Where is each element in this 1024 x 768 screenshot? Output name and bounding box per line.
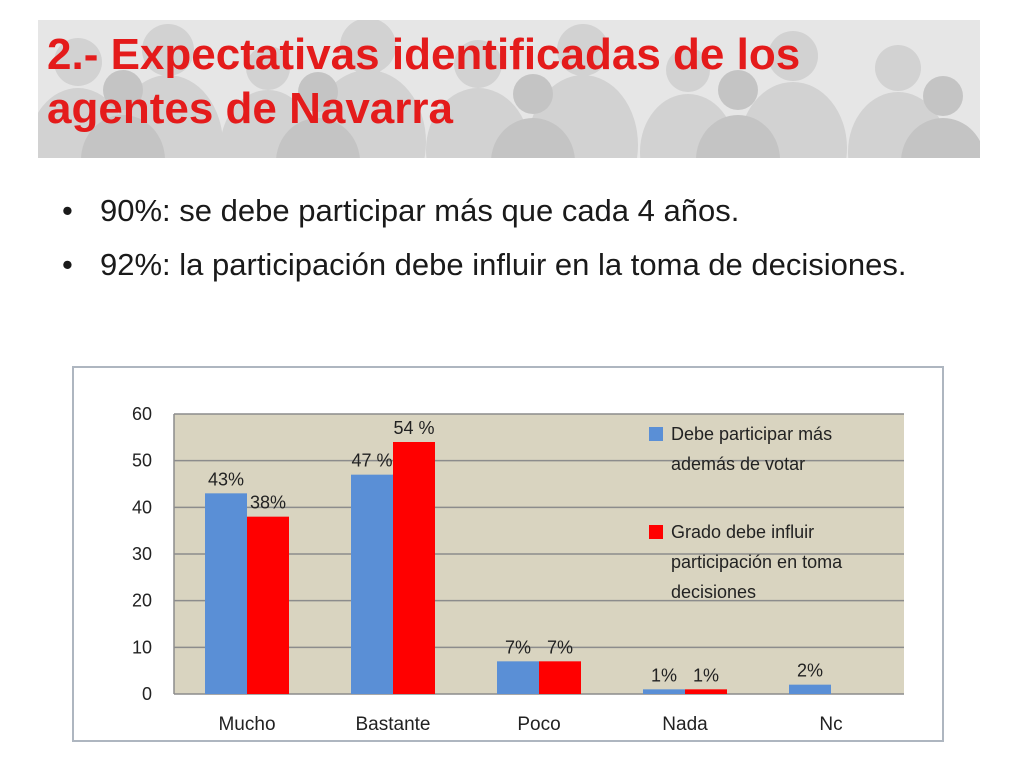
crowd-silhouette-icon (38, 20, 980, 158)
y-tick-label: 10 (132, 637, 152, 657)
data-label: 1% (693, 665, 719, 685)
bar (685, 689, 727, 694)
chart-canvas: 0 10 20 30 40 50 60 43% 38% Mucho 47 %54 % Bastante… (132, 404, 904, 735)
bullet-item: • 90%: se debe participar más que cada 4… (60, 188, 960, 234)
data-label: 38% (250, 493, 286, 513)
y-tick-label: 50 (132, 451, 152, 471)
data-label: 1% (651, 665, 677, 685)
legend-label: además de votar (671, 454, 805, 474)
legend-label: decisiones (671, 582, 756, 602)
x-tick-label: Nada (662, 714, 708, 735)
x-tick-label: Mucho (218, 714, 275, 735)
data-label: 43% (208, 469, 244, 489)
page-title: 2.- Expectativas identificadas de los ag… (47, 30, 801, 133)
legend-label: Grado debe influir (671, 522, 814, 542)
x-tick-label: Bastante (356, 714, 431, 735)
legend-label: participación en toma (671, 552, 843, 572)
bar (789, 684, 831, 694)
x-tick-label: Poco (517, 714, 560, 735)
bullet-icon: • (62, 247, 73, 282)
title-banner (38, 20, 980, 158)
y-tick-label: 60 (132, 404, 152, 424)
data-label: 47 % (351, 451, 392, 471)
data-label: 54 % (393, 418, 434, 438)
y-tick-label: 40 (132, 497, 152, 517)
bullet-text: 90%: se debe participar más que cada 4 a… (100, 193, 740, 228)
y-tick-label: 20 (132, 591, 152, 611)
bar (497, 661, 539, 694)
y-tick-label: 30 (132, 544, 152, 564)
bullet-list: • 90%: se debe participar más que cada 4… (60, 188, 960, 298)
bar (643, 689, 685, 694)
x-tick-label: Nc (819, 714, 842, 735)
bullet-item: • 92%: la participación debe influir en … (60, 242, 960, 288)
legend-swatch (649, 525, 663, 539)
data-label: 7% (505, 637, 531, 657)
bar-chart: 0 10 20 30 40 50 60 43% 38% Mucho 47 % 54 % Bastante… (72, 366, 944, 742)
data-label: 2% (797, 661, 823, 681)
bullet-text: 92%: la participación debe influir en la… (100, 247, 907, 282)
bar (351, 474, 393, 694)
legend-label: Debe participar más (671, 424, 832, 444)
data-label: 7% (547, 637, 573, 657)
y-tick-label: 0 (142, 684, 152, 704)
bar (393, 442, 435, 694)
bar (539, 661, 581, 694)
legend-swatch (649, 427, 663, 441)
bar (247, 516, 289, 694)
bullet-icon: • (62, 193, 73, 228)
bar (205, 493, 247, 694)
